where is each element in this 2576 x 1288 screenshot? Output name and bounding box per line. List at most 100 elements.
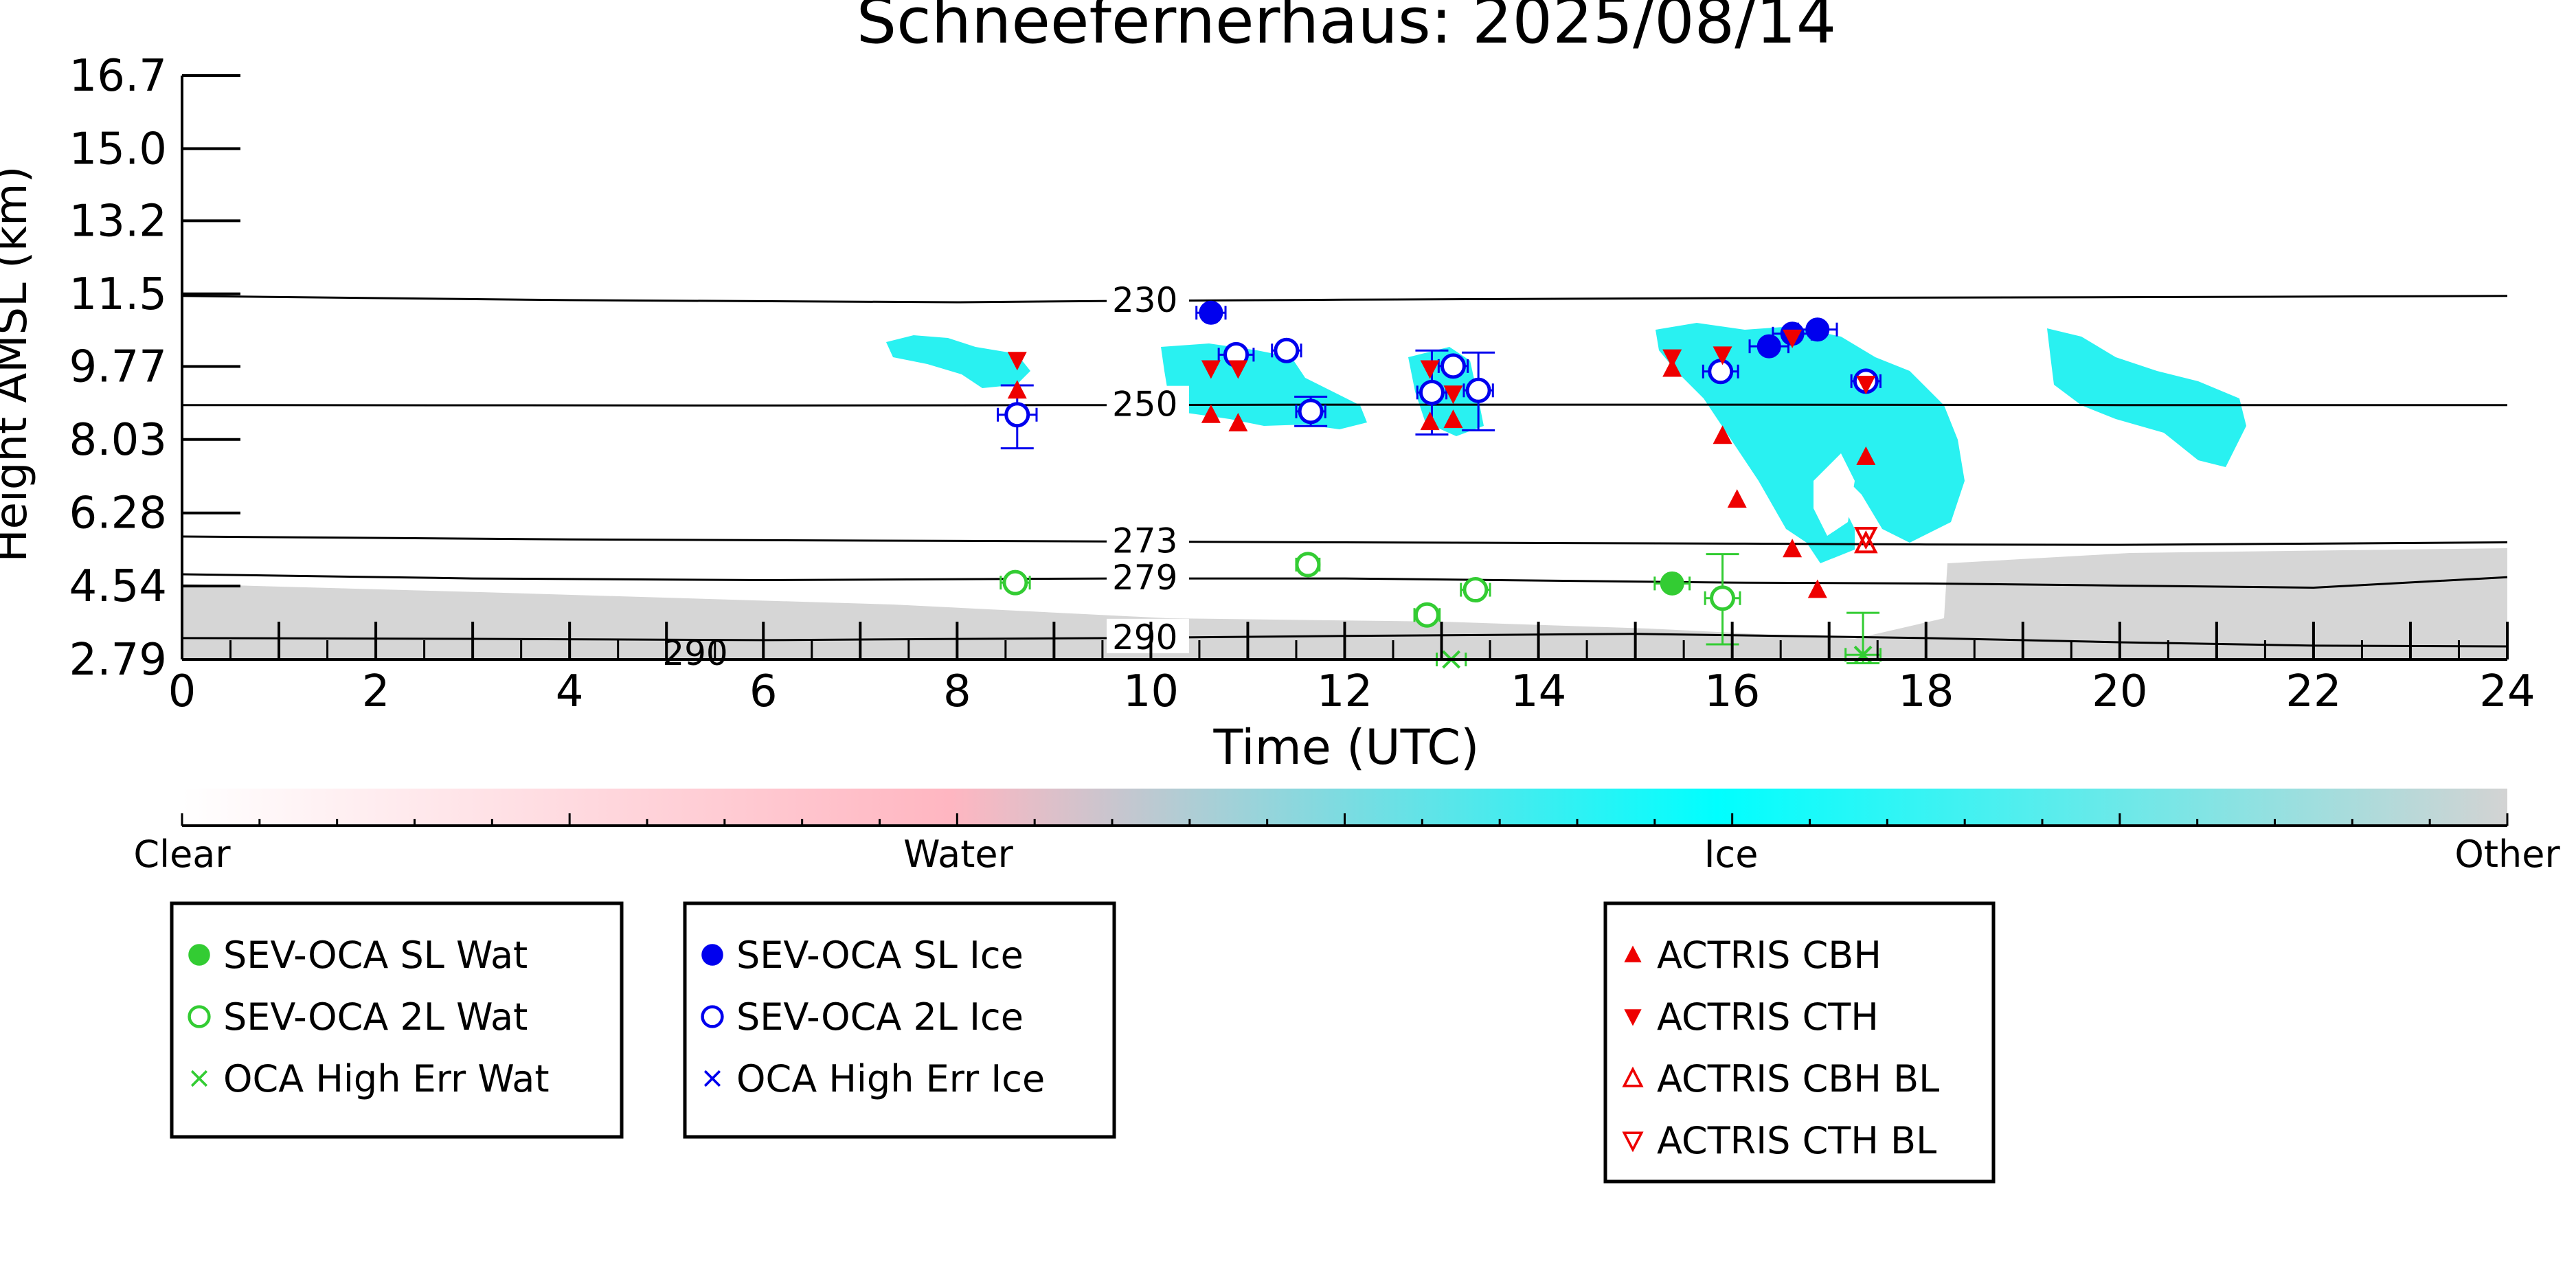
x-tick-label: 10	[1123, 666, 1179, 717]
marker-triangle-down	[1856, 376, 1876, 395]
x-tick-label: 18	[1898, 666, 1954, 717]
marker-triangle-up	[1624, 945, 1642, 962]
marker-open-circle	[1462, 577, 1489, 603]
legend-marker	[1622, 1131, 1644, 1153]
y-tick-label: 16.7	[69, 51, 168, 102]
marker-open-triangle-down	[1622, 1131, 1644, 1153]
marker-triangle-up	[1807, 579, 1827, 598]
legend-label: ACTRIS CTH	[1657, 995, 1879, 1039]
isotherm-label-bg	[1107, 559, 1189, 594]
chart-title: Schneefernerhaus: 2025/08/14	[857, 0, 1837, 58]
isotherm-label-bg	[1107, 618, 1189, 653]
legend-label: SEV-OCA 2L Wat	[223, 995, 528, 1039]
marker-open-circle	[1298, 398, 1324, 425]
colorbar: Clear Water Ice Other	[133, 789, 2560, 876]
x-tick-label: 20	[2092, 666, 2147, 717]
series-group	[1653, 571, 1691, 596]
marker-open-circle	[701, 1005, 724, 1028]
marker-triangle-down	[1228, 360, 1248, 379]
marker-filled-circle	[1660, 571, 1684, 596]
marker-open-circle	[1710, 585, 1736, 611]
y-tick-label: 4.54	[69, 561, 168, 612]
marker-triangle-down	[1713, 346, 1732, 365]
x-tick-label: 12	[1317, 666, 1372, 717]
marker-open-circle	[1004, 402, 1030, 428]
legend-frame	[170, 901, 624, 1139]
legend-marker	[701, 1005, 724, 1028]
isotherm-label: 279	[1112, 558, 1177, 598]
isotherm-line	[181, 535, 2508, 546]
marker-open-circle	[1274, 337, 1300, 363]
series-group	[1007, 358, 1876, 598]
marker-triangle-up	[1713, 425, 1732, 444]
marker-triangle-up	[1727, 489, 1747, 508]
marker-x-stroke	[190, 1070, 208, 1087]
y-tick-label: 9.77	[69, 341, 168, 392]
series-group	[1854, 526, 1878, 550]
colorbar-label: Ice	[1704, 833, 1759, 876]
legend-marker	[1624, 1009, 1642, 1026]
legend-label: OCA High Err Ice	[736, 1057, 1045, 1100]
marker-triangle-down	[1783, 329, 1803, 348]
legend: SEV-OCA SL Wat SEV-OCA 2L Wat OCA High Err…	[170, 901, 1996, 1184]
marker-open-circle	[1414, 602, 1440, 628]
marker-triangle-down	[1624, 1009, 1642, 1026]
marker-open-triangle-down	[1854, 526, 1878, 550]
marker-filled-circle	[1805, 317, 1830, 342]
marker-x-stroke	[703, 1070, 721, 1087]
legend-marker	[188, 944, 210, 966]
isotherm-label-bg	[1107, 522, 1189, 557]
x-tick-label: 6	[749, 666, 778, 717]
legend-marker	[1624, 945, 1642, 962]
legend-frame	[683, 901, 1116, 1139]
marker-open-triangle-up	[1622, 1066, 1644, 1087]
colorbar-label: Water	[903, 833, 1013, 876]
marker-filled-circle	[1199, 300, 1223, 325]
isotherm-label: 250	[1112, 385, 1177, 425]
legend-label: SEV-OCA 2L Ice	[736, 995, 1024, 1039]
marker-open-circle	[1440, 353, 1466, 379]
colorbar-label: Other	[2454, 833, 2560, 876]
isotherm-label-bg	[1107, 282, 1189, 317]
y-tick-label: 15.0	[69, 124, 168, 174]
marker-triangle-up	[1420, 411, 1440, 431]
legend-label: ACTRIS CTH BL	[1657, 1119, 1936, 1162]
legend-marker	[190, 1070, 208, 1087]
x-tick-label: 22	[2285, 666, 2341, 717]
isotherm-line	[181, 295, 2508, 304]
legend-marker	[703, 1070, 721, 1087]
marker-open-circle	[1295, 552, 1321, 578]
x-tick-label: 14	[1511, 666, 1566, 717]
isotherm-line	[181, 573, 2508, 589]
marker-open-circle	[1002, 569, 1028, 596]
marker-triangle-up	[1856, 446, 1876, 465]
data-markers	[997, 300, 1882, 669]
bg-ice-region	[886, 335, 1030, 388]
legend-label: OCA High Err Wat	[223, 1057, 550, 1100]
x-tick-label: 0	[168, 666, 196, 717]
marker-triangle-up	[1783, 539, 1803, 558]
marker-triangle-up	[1201, 404, 1221, 423]
colorbar-labels: Clear Water Ice Other	[133, 833, 2560, 876]
marker-triangle-up	[1007, 380, 1027, 399]
marker-open-circle	[1708, 359, 1734, 385]
bg-clear-gap	[1814, 453, 1855, 536]
y-axis-label: Height AMSL (km)	[0, 166, 37, 563]
x-tick-label: 8	[943, 666, 971, 717]
legend-label: ACTRIS CBH BL	[1657, 1057, 1939, 1100]
legend-frame	[1603, 901, 1996, 1184]
y-tick-label: 2.79	[69, 635, 168, 686]
legend-box: SEV-OCA SL Ice SEV-OCA 2L Ice OCA High Err…	[683, 901, 1116, 1139]
isotherm-label: 290	[1112, 618, 1177, 657]
marker-filled-circle	[701, 944, 723, 966]
marker-filled-circle	[188, 944, 210, 966]
x-axis-label: Time (UTC)	[1213, 719, 1480, 776]
y-tick-label: 13.2	[69, 196, 168, 247]
marker-triangle-down	[1007, 352, 1027, 371]
marker-open-circle	[1465, 377, 1491, 403]
marker-open-triangle-up	[1854, 530, 1878, 554]
legend-label: SEV-OCA SL Ice	[736, 934, 1024, 977]
